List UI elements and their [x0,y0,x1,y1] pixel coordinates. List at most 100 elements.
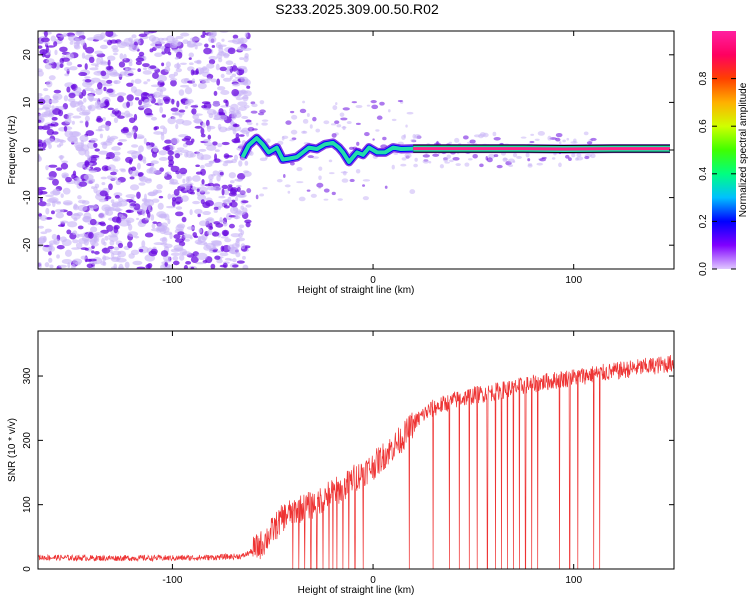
noise-blob [102,117,106,121]
noise-blob [213,209,218,213]
noise-blob [138,33,148,38]
scatter-blob [289,110,295,114]
scatter-blob [261,119,269,122]
noise-blob [127,231,139,237]
noise-blob [220,105,231,108]
noise-blob [230,180,235,184]
noise-blob [77,233,88,237]
noise-blob [138,51,145,57]
noise-blob [52,188,61,196]
scatter-blob [502,157,509,161]
noise-blob [105,209,114,216]
scatter-blob [493,137,501,141]
noise-blob [142,159,147,164]
noise-blob [230,201,238,208]
scatter-blob [388,109,391,113]
noise-blob [172,260,180,266]
scatter-blob [375,129,380,132]
noise-blob [143,137,147,145]
noise-blob [87,105,92,111]
noise-blob [157,98,162,105]
noise-blob [111,266,117,269]
noise-blob [195,68,199,75]
noise-blob [85,120,89,128]
scatter-blob [536,162,544,166]
noise-blob [61,258,73,265]
noise-blob [192,200,200,205]
colorbar-tick-label: 0.2 [698,214,709,228]
scatter-blob [339,112,345,117]
noise-blob [162,255,171,261]
noise-blob [42,103,52,110]
noise-blob [203,138,211,143]
scatter-blob [376,115,383,120]
scatter-blob [516,155,522,159]
noise-blob [213,201,225,209]
noise-blob [191,175,201,182]
noise-blob [243,55,249,63]
noise-blob [111,202,119,208]
noise-blob [98,212,106,219]
noise-blob [228,172,236,179]
noise-blob [235,97,243,101]
noise-blob [157,202,164,210]
scatter-blob [454,137,460,143]
scatter-blob [583,131,589,136]
noise-blob [201,122,206,128]
noise-blob [216,53,223,59]
noise-blob [66,229,72,235]
noise-blob [39,197,43,203]
noise-blob [144,217,150,221]
noise-blob [181,216,187,223]
noise-blob [61,160,69,164]
scatter-blob [346,121,352,125]
scatter-blob [568,157,572,162]
scatter-blob [342,125,346,131]
noise-blob [163,173,168,177]
scatter-blob [301,130,308,134]
scatter-blob [455,163,461,166]
noise-blob [112,72,120,76]
noise-blob [113,117,119,124]
noise-blob [200,168,206,176]
noise-blob [234,137,241,142]
noise-blob [41,125,51,131]
noise-blob [89,218,97,226]
noise-blob [106,135,111,143]
noise-blob [138,99,143,106]
noise-blob [38,107,44,111]
noise-blob [192,83,198,88]
noise-blob [221,141,230,146]
noise-blob [50,210,55,215]
noise-blob [120,112,125,115]
noise-blob [235,132,240,139]
noise-blob [159,88,163,96]
noise-blob [55,212,64,219]
noise-blob [214,255,221,260]
noise-blob [48,243,53,251]
noise-blob [223,52,230,59]
noise-blob [192,231,197,238]
noise-blob [113,151,121,156]
noise-blob [73,41,80,49]
noise-blob [150,228,161,232]
noise-blob [163,266,169,269]
noise-blob [84,79,92,83]
noise-blob [54,49,58,56]
noise-blob [178,109,186,113]
noise-blob [53,89,62,94]
noise-blob [151,151,158,158]
noise-blob [62,200,73,206]
noise-blob [72,239,79,244]
noise-blob [182,178,186,184]
noise-blob [241,200,249,204]
noise-blob [132,260,143,266]
noise-blob [109,240,115,246]
noise-blob [75,86,82,94]
heatmap-xlabel: Height of straight line (km) [298,285,415,296]
noise-blob [106,175,113,180]
noise-blob [205,119,210,127]
noise-blob [227,196,232,204]
scatter-blob [255,122,259,126]
noise-blob [68,35,78,42]
